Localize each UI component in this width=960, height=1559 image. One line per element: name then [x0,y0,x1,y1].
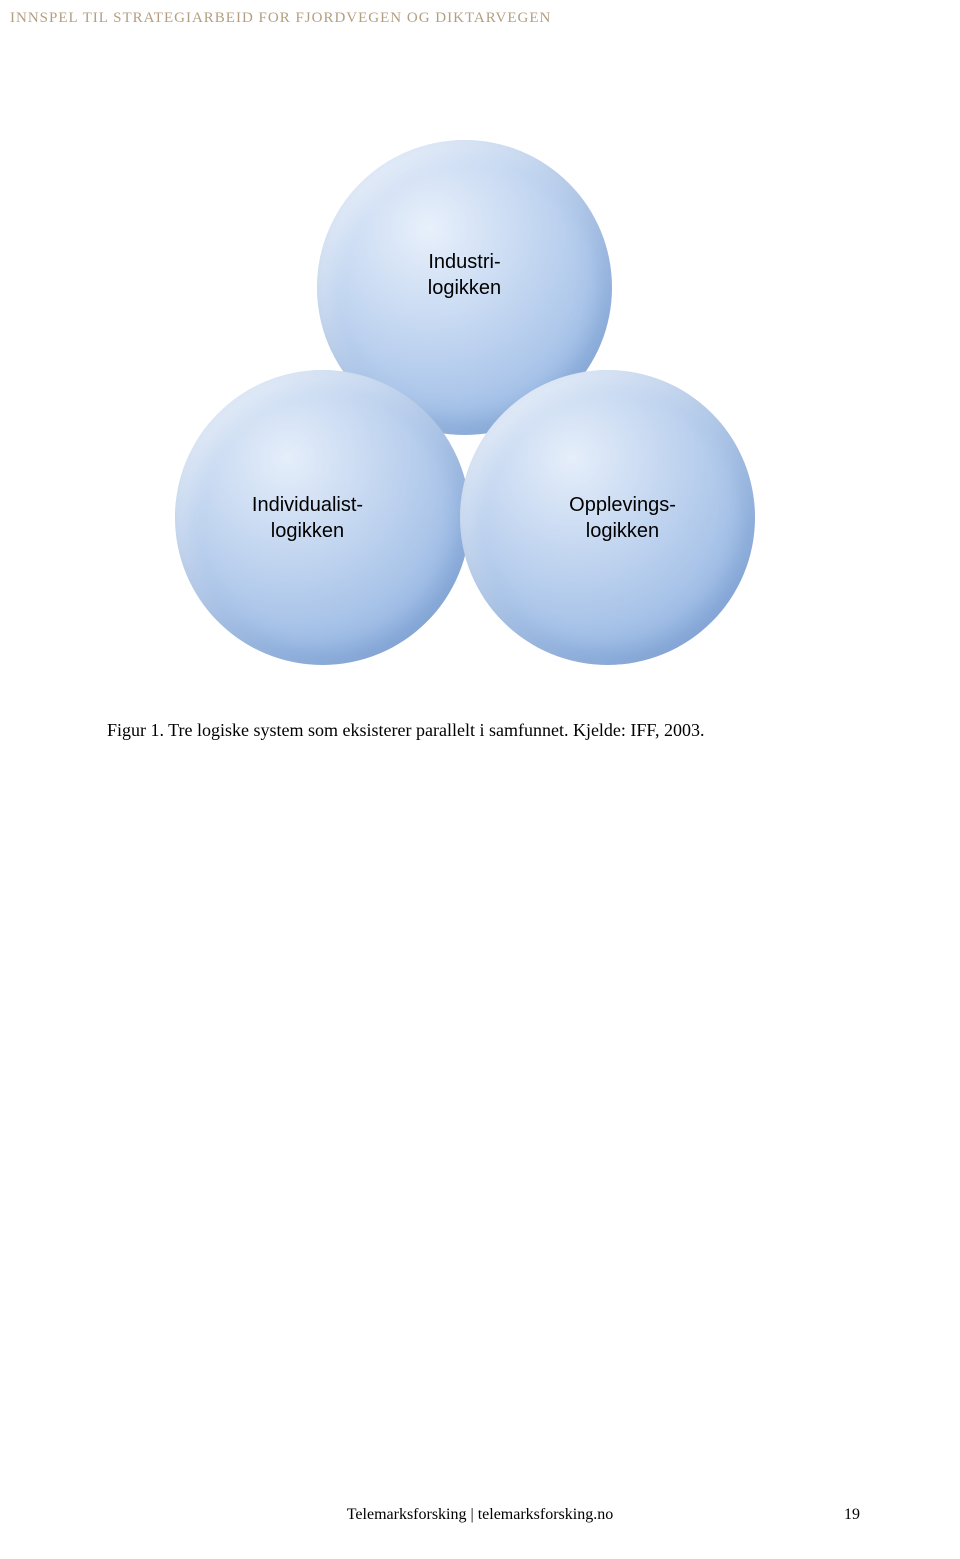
venn-label-right-line1: Opplevings- [569,494,676,516]
venn-diagram: Industri- logikken Individualist- logikk… [175,140,755,680]
venn-label-top-line1: Industri- [428,251,500,273]
venn-label-left-line1: Individualist- [252,494,363,516]
page-number: 19 [844,1506,860,1524]
venn-label-top-line2: logikken [428,277,501,299]
venn-label-right-line2: logikken [586,520,659,542]
figure-caption: Figur 1. Tre logiske system som eksister… [107,720,705,741]
venn-label-left: Individualist- logikken [252,492,363,544]
venn-circle-left: Individualist- logikken [175,370,470,665]
venn-label-top: Industri- logikken [428,249,501,301]
page-footer: Telemarksforsking | telemarksforsking.no [0,1506,960,1524]
page-header-title: INNSPEL TIL STRATEGIARBEID FOR FJORDVEGE… [10,10,551,27]
venn-label-left-line2: logikken [271,520,344,542]
venn-circle-right: Opplevings- logikken [460,370,755,665]
venn-label-right: Opplevings- logikken [569,492,676,544]
